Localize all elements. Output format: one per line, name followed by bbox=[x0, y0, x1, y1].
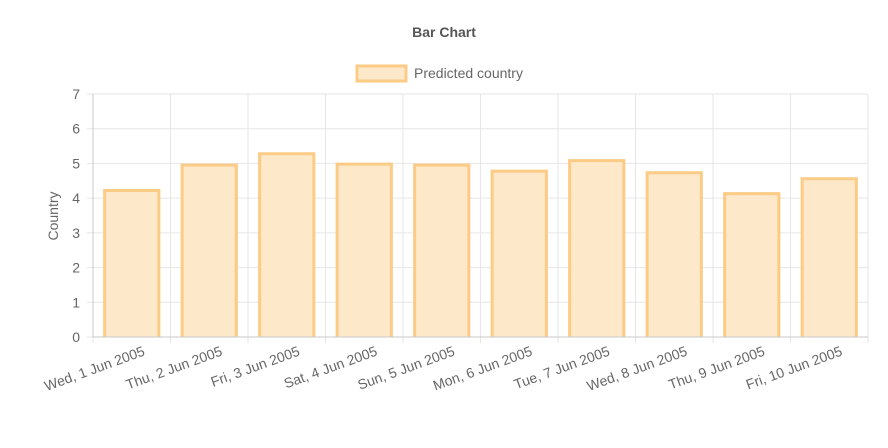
bar-border bbox=[645, 171, 703, 337]
y-tick-label: 5 bbox=[72, 155, 80, 171]
bars bbox=[103, 152, 858, 337]
bar[interactable] bbox=[104, 190, 159, 337]
chart-title: Bar Chart bbox=[412, 24, 476, 40]
y-tick-label: 4 bbox=[72, 190, 80, 206]
bar[interactable] bbox=[724, 193, 779, 337]
y-tick-label: 7 bbox=[72, 86, 80, 102]
y-tick-label: 3 bbox=[72, 225, 80, 241]
y-tick-label: 6 bbox=[72, 121, 80, 137]
bar[interactable] bbox=[647, 172, 702, 337]
y-tick-label: 1 bbox=[72, 294, 80, 310]
bar-border bbox=[490, 169, 548, 337]
bar[interactable] bbox=[492, 171, 547, 337]
bar-border bbox=[800, 177, 858, 337]
legend-label[interactable]: Predicted country bbox=[414, 65, 523, 81]
bar-border bbox=[568, 159, 626, 337]
bar-border bbox=[413, 163, 471, 337]
y-tick-label: 2 bbox=[72, 260, 80, 276]
y-tick-labels: 0 1 2 3 4 5 6 7 bbox=[72, 86, 80, 345]
y-tick-label: 0 bbox=[72, 329, 80, 345]
bar-border bbox=[723, 192, 781, 337]
bar[interactable] bbox=[802, 178, 857, 337]
bar-border bbox=[258, 152, 316, 337]
bar-border bbox=[180, 163, 238, 337]
bar[interactable] bbox=[414, 165, 469, 337]
bar[interactable] bbox=[182, 165, 237, 337]
bar[interactable] bbox=[337, 164, 392, 337]
axes bbox=[92, 94, 868, 338]
bar[interactable] bbox=[259, 153, 314, 337]
legend-swatch[interactable] bbox=[355, 64, 408, 83]
bar[interactable] bbox=[569, 160, 624, 337]
y-axis-label: Country bbox=[45, 191, 61, 240]
bar-border bbox=[335, 162, 393, 337]
legend[interactable]: Predicted country bbox=[355, 64, 523, 83]
bar-border bbox=[103, 189, 161, 337]
